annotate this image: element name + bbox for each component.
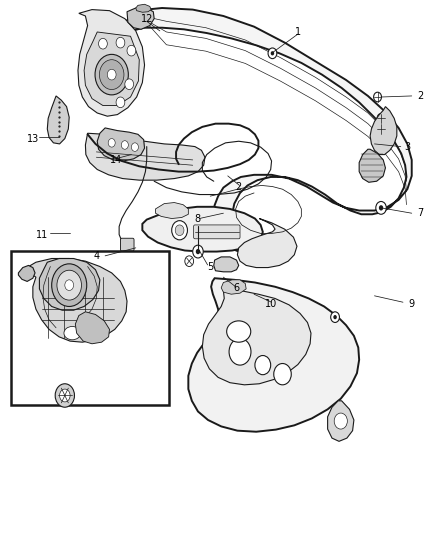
Circle shape bbox=[374, 92, 381, 102]
Circle shape bbox=[274, 364, 291, 385]
Circle shape bbox=[52, 264, 87, 306]
Polygon shape bbox=[18, 265, 35, 281]
Circle shape bbox=[333, 315, 337, 319]
Text: 4: 4 bbox=[93, 251, 99, 261]
Circle shape bbox=[271, 51, 274, 55]
Circle shape bbox=[172, 221, 187, 240]
Polygon shape bbox=[127, 8, 154, 29]
Text: 2: 2 bbox=[417, 91, 424, 101]
Circle shape bbox=[229, 338, 251, 365]
Circle shape bbox=[185, 256, 194, 266]
Polygon shape bbox=[97, 128, 145, 161]
Ellipse shape bbox=[84, 318, 104, 335]
Circle shape bbox=[377, 124, 385, 134]
Text: 13: 13 bbox=[27, 134, 39, 143]
Polygon shape bbox=[221, 280, 246, 294]
Circle shape bbox=[196, 249, 200, 254]
Circle shape bbox=[95, 54, 128, 95]
FancyBboxPatch shape bbox=[194, 225, 240, 239]
Circle shape bbox=[121, 141, 128, 149]
Circle shape bbox=[127, 45, 136, 56]
Polygon shape bbox=[202, 288, 311, 385]
Circle shape bbox=[108, 139, 115, 147]
Circle shape bbox=[255, 356, 271, 375]
Polygon shape bbox=[155, 203, 188, 219]
Circle shape bbox=[116, 97, 125, 108]
Circle shape bbox=[193, 245, 203, 258]
Text: 6: 6 bbox=[233, 283, 240, 293]
Ellipse shape bbox=[227, 321, 251, 342]
FancyBboxPatch shape bbox=[120, 238, 134, 251]
Circle shape bbox=[125, 79, 134, 90]
Ellipse shape bbox=[64, 326, 81, 340]
Text: 3: 3 bbox=[404, 142, 410, 151]
Circle shape bbox=[99, 38, 107, 49]
Polygon shape bbox=[125, 8, 412, 253]
Text: 9: 9 bbox=[409, 299, 415, 309]
Polygon shape bbox=[78, 10, 145, 116]
Circle shape bbox=[377, 114, 385, 123]
Circle shape bbox=[65, 280, 74, 290]
Circle shape bbox=[331, 312, 339, 322]
Text: 12: 12 bbox=[141, 14, 153, 23]
Text: 8: 8 bbox=[194, 214, 200, 223]
Polygon shape bbox=[142, 207, 263, 252]
Text: 10: 10 bbox=[265, 299, 278, 309]
Polygon shape bbox=[370, 107, 397, 155]
Circle shape bbox=[175, 225, 184, 236]
Polygon shape bbox=[75, 312, 110, 344]
Circle shape bbox=[116, 37, 125, 48]
Polygon shape bbox=[136, 4, 151, 12]
Polygon shape bbox=[39, 259, 100, 310]
Polygon shape bbox=[85, 133, 205, 180]
Text: 2: 2 bbox=[236, 182, 242, 191]
Circle shape bbox=[376, 201, 386, 214]
Circle shape bbox=[334, 413, 347, 429]
Circle shape bbox=[57, 270, 81, 300]
Circle shape bbox=[379, 205, 383, 211]
Circle shape bbox=[131, 143, 138, 151]
Circle shape bbox=[99, 60, 124, 90]
Polygon shape bbox=[328, 401, 354, 441]
Polygon shape bbox=[214, 257, 239, 272]
Text: 14: 14 bbox=[110, 155, 122, 165]
Text: 5: 5 bbox=[207, 262, 213, 271]
Text: 1: 1 bbox=[295, 27, 301, 37]
Circle shape bbox=[107, 69, 116, 80]
Text: 7: 7 bbox=[417, 208, 424, 218]
Bar bbox=[11, 251, 169, 405]
Circle shape bbox=[268, 48, 277, 59]
Text: 11: 11 bbox=[35, 230, 48, 239]
Polygon shape bbox=[237, 219, 297, 268]
Polygon shape bbox=[359, 149, 385, 182]
Polygon shape bbox=[24, 259, 127, 342]
Polygon shape bbox=[84, 32, 139, 106]
Polygon shape bbox=[47, 96, 69, 144]
Circle shape bbox=[55, 384, 74, 407]
Circle shape bbox=[60, 389, 70, 402]
Polygon shape bbox=[188, 278, 359, 432]
